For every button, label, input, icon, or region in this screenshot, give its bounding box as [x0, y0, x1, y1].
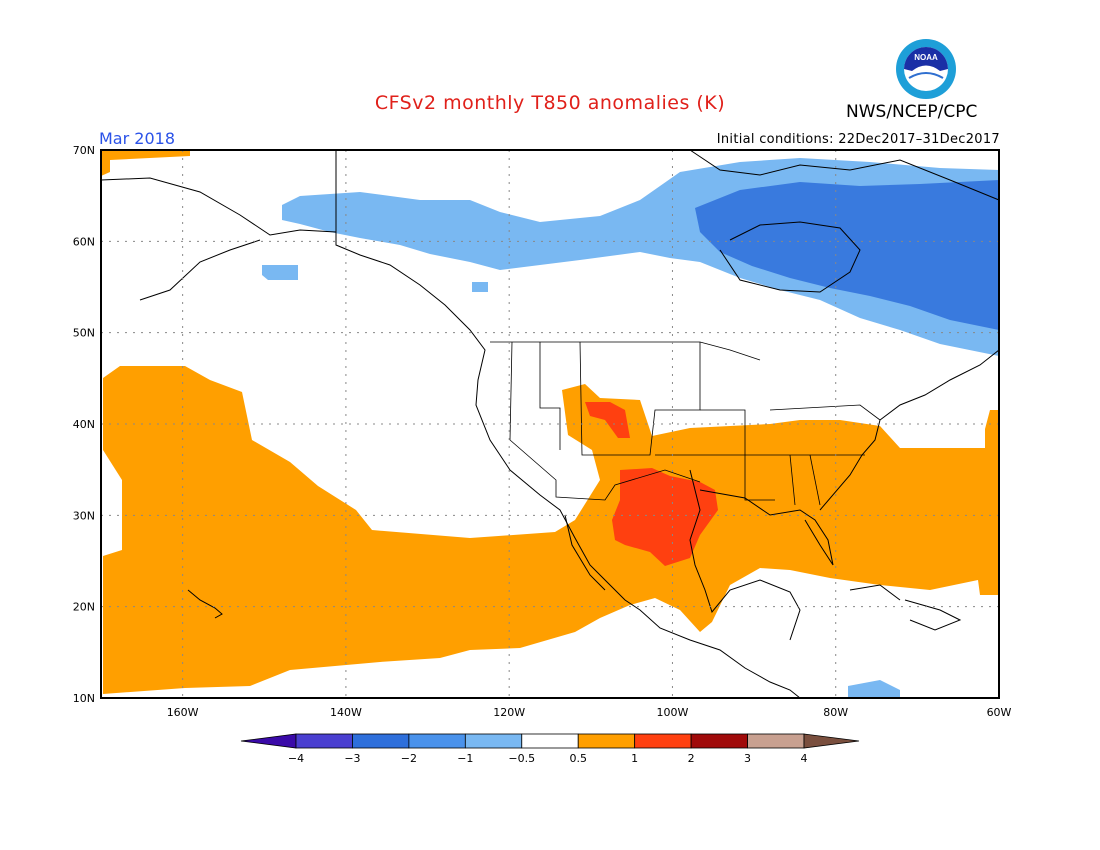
negative-anomaly-small-east	[848, 680, 900, 698]
longitude-tick-label: 140W	[330, 706, 362, 719]
longitude-tick-label: 60W	[987, 706, 1012, 719]
latitude-tick-label: 70N	[73, 144, 95, 157]
colorbar-swatch	[634, 733, 692, 749]
map-title: CFSv2 monthly T850 anomalies (K)	[374, 92, 726, 114]
colorbar-tick-label: −1	[457, 752, 473, 765]
colorbar-tick-label: 3	[744, 752, 751, 765]
latitude-tick-label: 20N	[73, 601, 95, 614]
coastlines	[100, 149, 1000, 699]
longitude-tick-label: 160W	[167, 706, 199, 719]
colorbar-swatch	[521, 733, 579, 749]
positive-anomaly-arctic	[101, 150, 190, 176]
initial-conditions: Initial conditions: 22Dec2017–31Dec2017	[716, 132, 1000, 147]
colorbar-tick-label: 1	[631, 752, 638, 765]
colorbar-tick-label: −4	[288, 752, 304, 765]
organization-label: NWS/NCEP/CPC	[846, 102, 978, 122]
colorbar-swatch	[352, 733, 410, 749]
colorbar-high-arrow	[803, 733, 860, 749]
neutral-region-atlantic	[900, 410, 985, 448]
colorbar-low-arrow	[240, 733, 297, 749]
colorbar-tick-label: −3	[344, 752, 360, 765]
negative-anomaly-alaska-patch	[262, 265, 298, 280]
colorbar-swatch	[747, 733, 805, 749]
political-borders	[490, 341, 881, 506]
latitude-tick-label: 40N	[73, 418, 95, 431]
longitude-tick-label: 100W	[657, 706, 689, 719]
colorbar-tick-label: 2	[688, 752, 695, 765]
forecast-month: Mar 2018	[99, 129, 175, 148]
colorbar-swatch	[408, 733, 466, 749]
latitude-tick-label: 30N	[73, 509, 95, 522]
moderate-negative-anomaly-quebec	[695, 180, 999, 330]
longitude-tick-label: 120W	[493, 706, 525, 719]
colorbar-swatch	[464, 733, 523, 749]
colorbar-tick-label: −0.5	[508, 752, 535, 765]
colorbar-swatch	[295, 733, 353, 749]
colorbar-swatch	[690, 733, 748, 749]
colorbar-swatch	[577, 733, 636, 749]
colorbar-tick-label: −2	[401, 752, 417, 765]
svg-text:NOAA: NOAA	[914, 53, 938, 62]
negative-anomaly-small	[472, 282, 488, 292]
colorbar: −4 −3 −2 −1 −0.5 0.5 1 2 3 4	[240, 733, 860, 765]
strong-positive-anomaly-colorado	[585, 402, 630, 438]
latitude-tick-label: 10N	[73, 692, 95, 705]
positive-anomaly-pacific	[103, 366, 999, 694]
latitude-tick-label: 50N	[73, 327, 95, 340]
colorbar-tick-label: 0.5	[569, 752, 587, 765]
longitude-tick-label: 80W	[823, 706, 848, 719]
latitude-tick-label: 60N	[73, 235, 95, 248]
noaa-logo-icon: NOAA	[896, 39, 956, 99]
axis-labels: 160W 140W 120W 100W 80W 60W 70N 60N 50N 40N 30N 20N…	[73, 144, 1012, 719]
anomaly-fills	[101, 150, 999, 698]
map-frame	[100, 149, 1000, 699]
strong-positive-anomaly-texas	[612, 468, 718, 566]
colorbar-tick-label: 4	[801, 752, 808, 765]
